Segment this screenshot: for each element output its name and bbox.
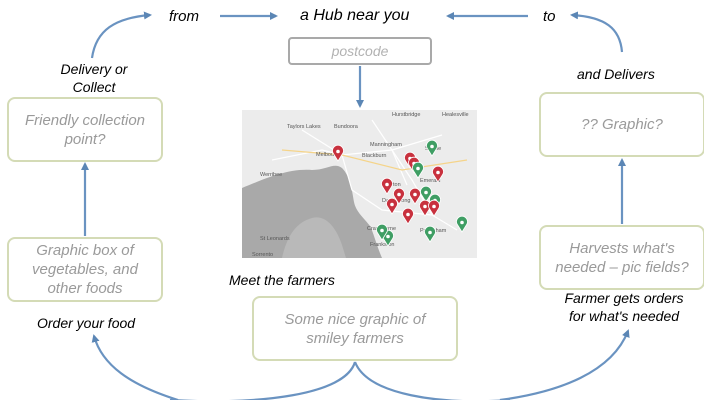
label-from: from bbox=[169, 8, 199, 25]
connector-farmers-right bbox=[353, 361, 510, 400]
box-smiley-farmers: Some nice graphic of smiley farmers bbox=[252, 296, 458, 361]
map-place-label: Blackburn bbox=[362, 153, 386, 159]
box-harvests: Harvests what's needed – pic fields? bbox=[539, 225, 704, 290]
box-collection-point: Friendly collection point? bbox=[7, 97, 163, 162]
map-pin-red[interactable] bbox=[432, 165, 444, 183]
arrow-bottom-to-farmer-orders bbox=[499, 329, 630, 400]
map-pin-red[interactable] bbox=[428, 199, 440, 217]
map-bay-inner bbox=[282, 217, 346, 258]
connector-farmers-left bbox=[170, 361, 357, 400]
label-and-delivers: and Delivers bbox=[577, 66, 655, 82]
map-pin-red[interactable] bbox=[409, 187, 421, 205]
map-place-label: Hurstbridge bbox=[392, 112, 420, 118]
map-pin-green[interactable] bbox=[376, 223, 388, 241]
map-pin-green[interactable] bbox=[424, 225, 436, 243]
map-place-label: Taylors Lakes bbox=[287, 124, 321, 130]
map-place-label: Werribee bbox=[260, 172, 282, 178]
postcode-input[interactable]: postcode bbox=[288, 37, 432, 65]
label-to: to bbox=[543, 8, 556, 25]
map-pin-red[interactable] bbox=[332, 144, 344, 162]
map-bay-water bbox=[242, 165, 382, 258]
box-graphic-vegetables: Graphic box of vegetables, and other foo… bbox=[7, 237, 163, 302]
map-pin-green[interactable] bbox=[426, 139, 438, 157]
map-pin-red[interactable] bbox=[381, 177, 393, 195]
map-pin-red[interactable] bbox=[386, 197, 398, 215]
map-pin-red[interactable] bbox=[393, 187, 405, 205]
map-place-label: Sorrento bbox=[252, 252, 273, 258]
map-pin-green[interactable] bbox=[412, 161, 424, 179]
label-order-your-food: Order your food bbox=[37, 315, 136, 331]
hub-map[interactable]: Hurstbridge Healesville Taylors Lakes Bundo… bbox=[242, 110, 477, 258]
map-place-label: Manningham bbox=[370, 142, 402, 148]
map-pin-green[interactable] bbox=[456, 215, 468, 233]
label-meet-the-farmers: Meet the farmers bbox=[229, 272, 335, 288]
arrow-bottom-to-order bbox=[91, 334, 179, 400]
box-graphic-placeholder: ?? Graphic? bbox=[539, 92, 704, 157]
map-place-label: St Leonards bbox=[260, 236, 290, 242]
map-pin-red[interactable] bbox=[402, 207, 414, 225]
label-farmer-gets-orders: Farmer gets orders for what's needed bbox=[564, 290, 684, 324]
map-place-label: Frankston bbox=[370, 242, 394, 248]
label-delivery-or-collect: Delivery or Collect bbox=[60, 61, 128, 95]
label-hub: a Hub near you bbox=[300, 7, 410, 24]
map-pin-green[interactable] bbox=[420, 185, 432, 203]
map-place-label: Bundoora bbox=[334, 124, 359, 130]
arrow-delivery-to-from bbox=[90, 11, 152, 59]
arrow-and-delivers-to-to bbox=[570, 11, 624, 53]
map-place-label: Healesville bbox=[442, 112, 469, 118]
map-place-label: Melbourne bbox=[316, 152, 342, 158]
map-place-label: Emerald bbox=[420, 178, 440, 184]
